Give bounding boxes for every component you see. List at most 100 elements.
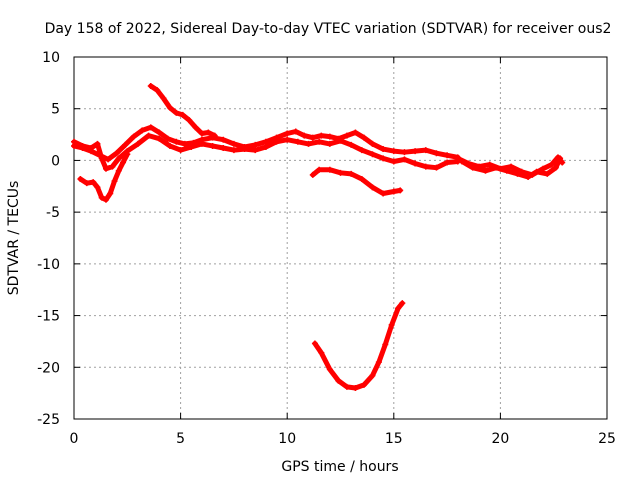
data-point: [262, 143, 269, 150]
data-point: [94, 184, 101, 191]
data-point: [122, 141, 129, 148]
data-point: [508, 163, 515, 170]
y-tick-label: -20: [37, 360, 60, 376]
data-point: [390, 188, 397, 195]
data-point: [326, 366, 333, 373]
data-point: [382, 341, 389, 348]
data-point: [71, 138, 77, 145]
data-point: [83, 180, 90, 187]
data-point: [262, 138, 269, 145]
data-point: [109, 163, 116, 170]
data-point: [111, 178, 118, 185]
data-point: [412, 160, 419, 167]
data-point: [139, 127, 146, 134]
data-point: [318, 132, 325, 139]
data-point: [326, 166, 333, 173]
data-point: [348, 170, 355, 177]
series-line: [310, 167, 403, 196]
data-point: [115, 167, 122, 174]
data-point: [284, 130, 291, 137]
data-point: [390, 148, 397, 155]
data-point: [98, 194, 105, 201]
data-point: [273, 138, 280, 145]
data-point: [105, 156, 112, 163]
data-point: [156, 135, 163, 142]
data-point: [198, 140, 205, 147]
data-point: [326, 140, 333, 147]
data-point: [369, 140, 376, 147]
data-point: [358, 176, 365, 183]
x-tick-label: 5: [176, 431, 185, 447]
data-point: [388, 321, 395, 328]
data-point: [164, 135, 171, 142]
series-line: [148, 83, 218, 139]
data-point: [209, 142, 216, 149]
data-point: [444, 159, 451, 166]
data-point: [294, 138, 301, 145]
data-point: [380, 155, 387, 162]
data-point: [544, 170, 551, 177]
data-point: [552, 164, 559, 171]
x-axis-label: GPS time / hours: [281, 459, 398, 475]
data-point: [316, 166, 323, 173]
series-mid-lower: [309, 166, 404, 197]
series-afternoon-tail-2: [459, 155, 564, 180]
data-point: [369, 184, 376, 191]
data-point: [352, 384, 359, 391]
data-point: [130, 133, 137, 140]
data-point: [179, 111, 186, 118]
data-point: [230, 147, 237, 154]
data-point: [98, 155, 105, 162]
data-point: [305, 140, 312, 147]
data-point: [380, 190, 387, 197]
y-tick-label: -15: [37, 309, 60, 325]
data-point: [486, 161, 493, 168]
data-point: [301, 132, 308, 139]
data-point: [252, 141, 259, 148]
data-point: [154, 87, 161, 94]
data-point: [326, 133, 333, 140]
data-point: [316, 138, 323, 145]
data-point: [444, 152, 451, 159]
x-tick-label: 10: [278, 431, 296, 447]
data-point: [318, 349, 325, 356]
data-point: [309, 171, 316, 178]
data-point: [220, 136, 227, 143]
x-tick-label: 20: [491, 431, 509, 447]
data-point: [102, 165, 109, 172]
y-axis-label: SDTVAR / TECUs: [6, 181, 22, 296]
x-tick-label: 25: [598, 431, 616, 447]
data-point: [173, 109, 180, 116]
data-point: [482, 167, 489, 174]
data-point: [292, 128, 299, 135]
data-point: [422, 147, 429, 154]
data-point: [77, 176, 84, 183]
data-point: [358, 147, 365, 154]
data-point: [380, 146, 387, 153]
data-point: [369, 151, 376, 158]
plot-frame: [73, 56, 608, 420]
data-point: [107, 190, 114, 197]
data-point: [115, 155, 122, 162]
data-point: [557, 155, 564, 162]
data-point: [102, 196, 109, 203]
data-point: [375, 359, 382, 366]
data-point: [422, 163, 429, 170]
data-point: [525, 173, 532, 180]
data-point: [352, 129, 359, 136]
data-point: [241, 146, 248, 153]
data-point: [198, 130, 205, 137]
y-tick-label: -5: [46, 205, 60, 221]
series-u-dip: [311, 300, 406, 391]
data-point: [343, 132, 350, 139]
data-point: [433, 164, 440, 171]
data-point: [433, 150, 440, 157]
data-point: [399, 300, 406, 307]
data-point: [147, 124, 154, 131]
x-tick-label: 15: [385, 431, 403, 447]
data-point: [514, 170, 521, 177]
data-point: [369, 372, 376, 379]
data-point: [230, 140, 237, 147]
data-point: [181, 140, 188, 147]
